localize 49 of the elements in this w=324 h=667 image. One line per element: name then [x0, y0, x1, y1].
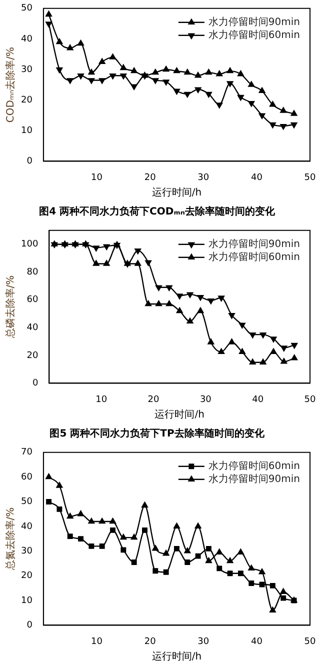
x-tick-label: 10: [96, 394, 108, 405]
y-tick-label: 20: [26, 350, 38, 361]
y-tick-label: 10: [21, 596, 33, 606]
y-tick-label: 30: [21, 546, 33, 556]
x-tick-label: 30: [198, 172, 210, 183]
x-tick-label: 50: [304, 172, 316, 183]
y-axis-title: 总磷去除率/%: [4, 275, 17, 340]
y-tick-label: 30: [21, 64, 33, 75]
y-tick-label: 100: [20, 240, 38, 250]
x-tick-label: 40: [252, 394, 264, 405]
legend-label: 水力停留时间60min: [208, 460, 300, 472]
x-tick-label: 20: [144, 636, 156, 647]
y-tick-label: 40: [26, 322, 38, 333]
y-tick-label: 40: [21, 34, 33, 44]
y-axis-title: 总氮去除率/%: [4, 507, 17, 572]
x-tick-label: 40: [250, 636, 263, 647]
y-tick-label: 20: [21, 571, 33, 582]
y-tick-label: 80: [26, 267, 38, 278]
y-tick-label: 10: [21, 126, 33, 136]
legend-label: 水力停留时间90min: [208, 238, 300, 250]
x-tick-label: 50: [304, 394, 316, 405]
x-tick-label: 10: [91, 172, 103, 183]
y-axis-title: CODₘₙ去除率/%: [4, 46, 17, 123]
y-tick-label: 60: [26, 295, 38, 306]
legend-label: 水力停留时间90min: [208, 472, 300, 485]
y-tick-label: 50: [21, 497, 33, 508]
x-tick-label: 30: [200, 394, 212, 405]
x-tick-label: 20: [148, 394, 160, 405]
y-tick-label: 40: [21, 522, 33, 532]
x-tick-label: 30: [198, 636, 210, 647]
y-tick-label: 0: [26, 156, 33, 167]
x-axis-title: 运行时间/h: [152, 650, 202, 663]
legend-label: 水力停留时间60min: [208, 28, 300, 41]
y-tick-label: 70: [21, 448, 33, 458]
x-axis-title: 运行时间/h: [152, 186, 202, 199]
x-tick-label: 20: [144, 172, 156, 183]
legend-label: 水力停留时间90min: [208, 16, 300, 28]
x-tick-label: 40: [250, 172, 263, 183]
text: 图4 两种不同水力负荷下CODₘₙ去除率随时间的变化: [39, 206, 276, 218]
text: 图5 两种不同水力负荷下TP去除率随时间的变化: [50, 428, 266, 440]
y-tick-label: 50: [21, 4, 33, 14]
x-tick-label: 10: [91, 636, 103, 647]
y-tick-label: 20: [21, 95, 33, 106]
y-tick-label: 0: [32, 378, 38, 389]
x-tick-label: 50: [304, 636, 316, 647]
y-tick-label: 60: [21, 472, 33, 482]
legend-label: 水力停留时间60min: [208, 250, 300, 263]
y-tick-label: 0: [26, 620, 33, 631]
x-axis-title: 运行时间/h: [154, 408, 204, 421]
